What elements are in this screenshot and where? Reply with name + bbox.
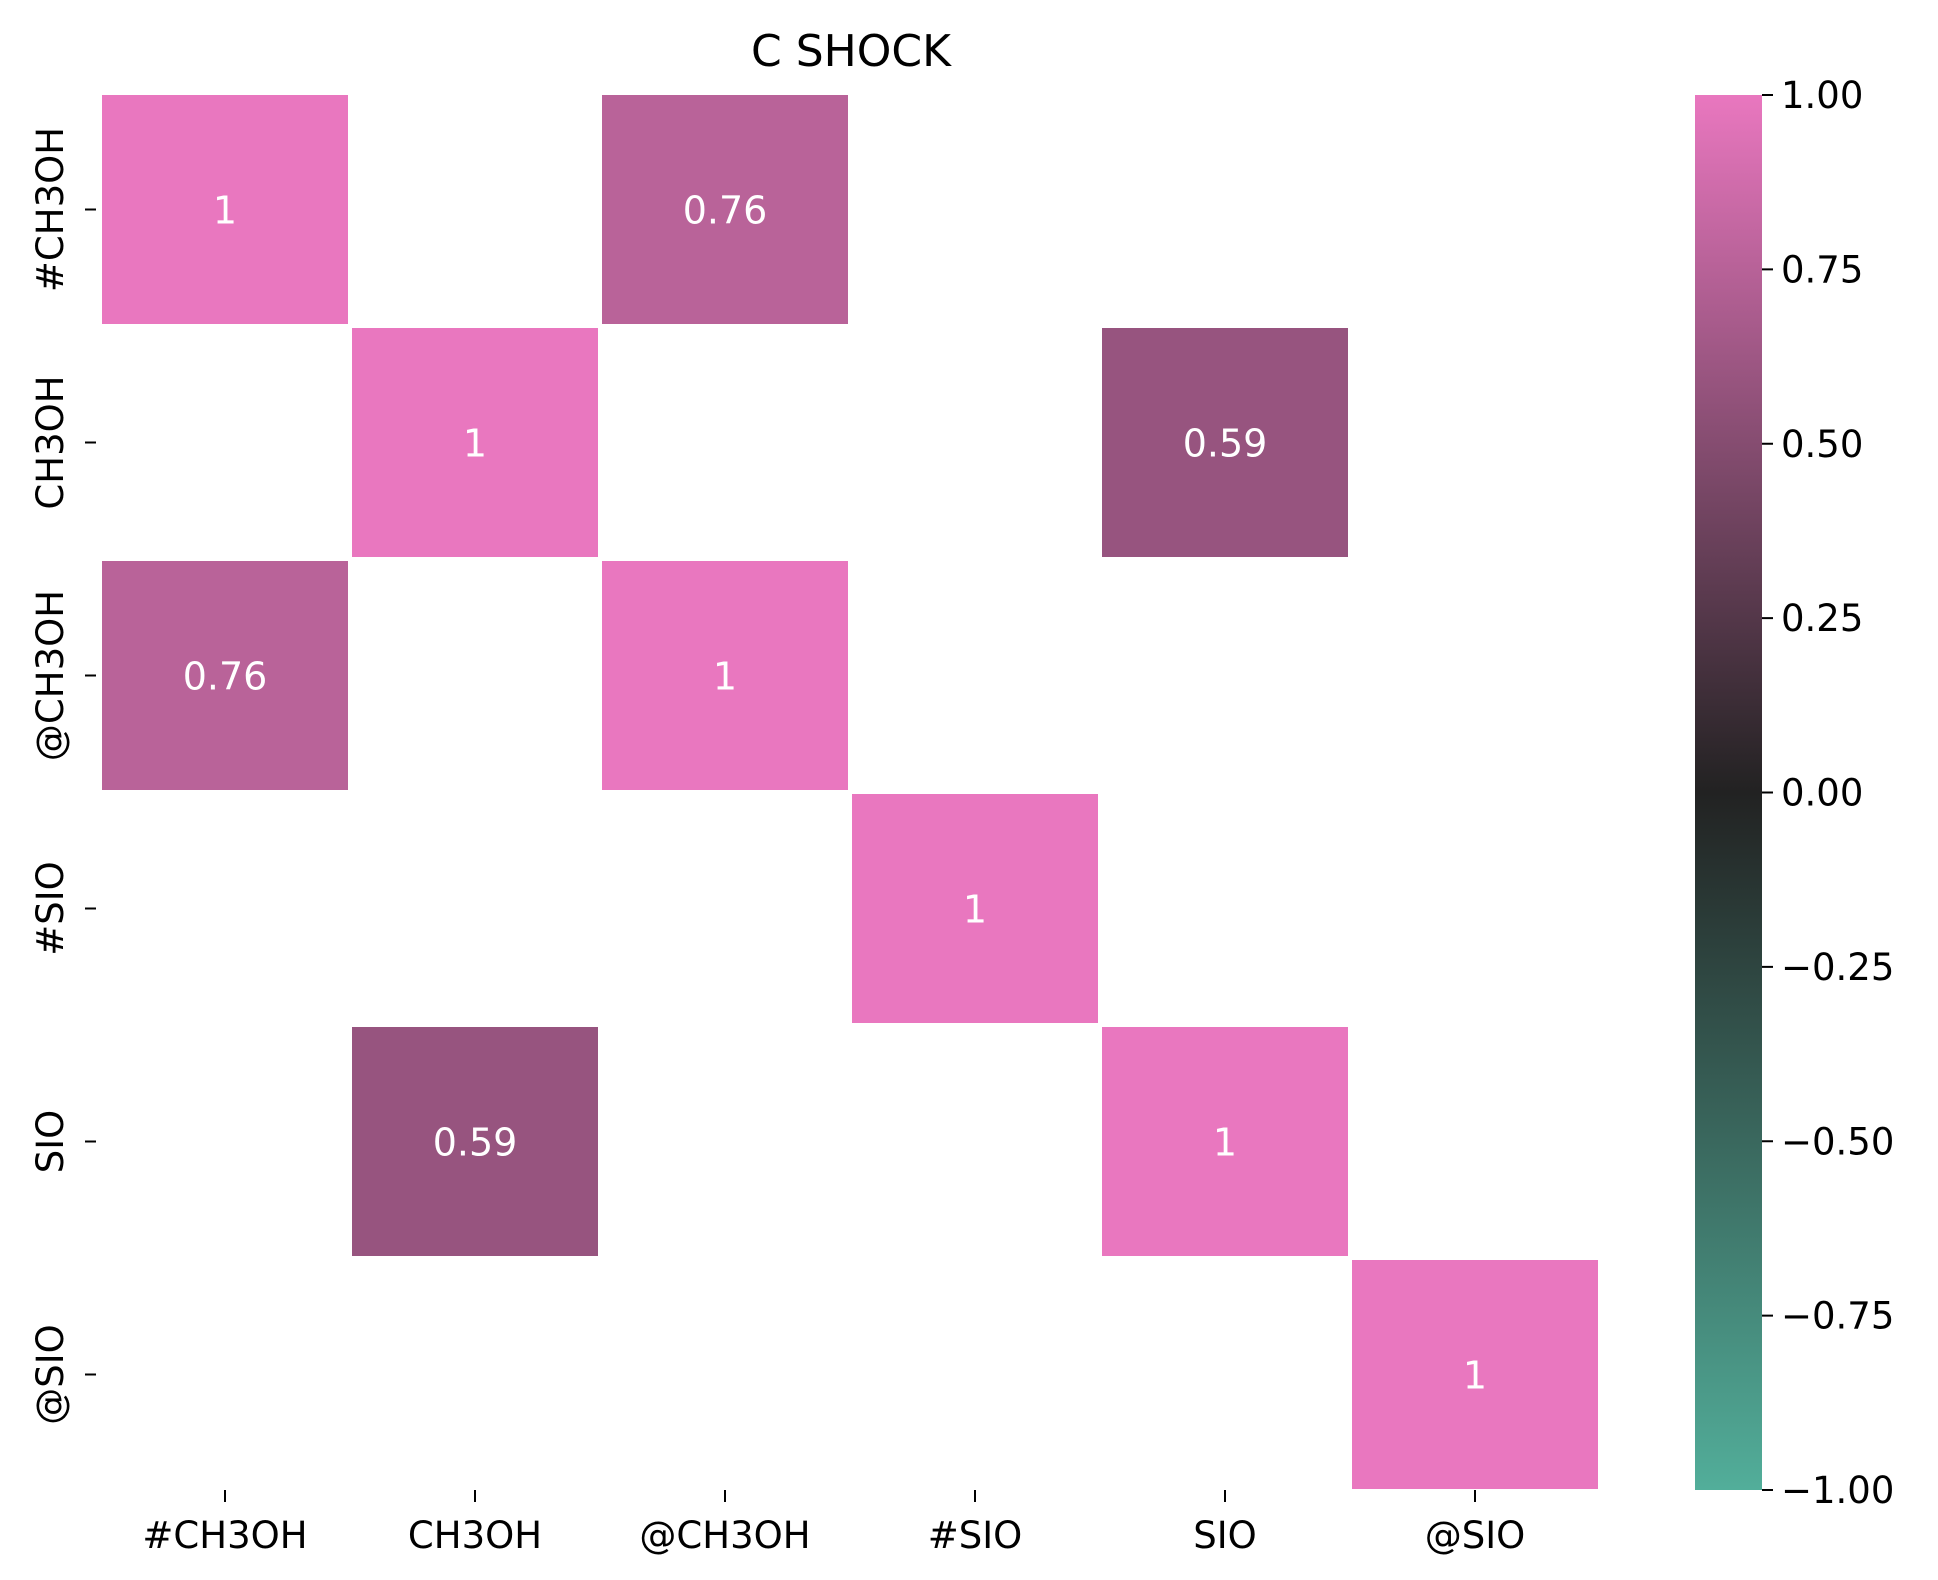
- heatmap-cell: [602, 561, 848, 790]
- cell-annotation: 0.59: [433, 1121, 518, 1165]
- heatmap-cell: [1102, 1027, 1348, 1256]
- x-tick-label: SIO: [1193, 1514, 1257, 1557]
- x-tick-label: CH3OH: [408, 1514, 542, 1557]
- x-tick-label: @CH3OH: [639, 1514, 810, 1557]
- y-tick-label: #CH3OH: [29, 127, 72, 292]
- colorbar-tick-label: −1.00: [1781, 1469, 1894, 1512]
- colorbar-tick-label: 0.75: [1781, 248, 1863, 291]
- heatmap-cell: [1352, 1260, 1598, 1489]
- cell-annotation: 1: [213, 189, 237, 233]
- heatmap-cell: [852, 794, 1098, 1023]
- cell-annotation: 0.59: [1183, 422, 1268, 466]
- cell-annotation: 0.76: [183, 655, 268, 699]
- y-tick-label: #SIO: [29, 861, 72, 956]
- cell-annotation: 1: [713, 655, 737, 699]
- x-tick-label: @SIO: [1425, 1514, 1526, 1557]
- cell-annotation: 1: [463, 422, 487, 466]
- cell-annotation: 1: [1213, 1121, 1237, 1165]
- heatmap-cell: [352, 1027, 598, 1256]
- heatmap-cells: [102, 95, 1598, 1489]
- y-tick-label: SIO: [29, 1110, 72, 1174]
- x-axis: #CH3OH CH3OH @CH3OH #SIO SIO @SIO: [142, 1490, 1525, 1557]
- colorbar-tick-label: −0.25: [1781, 946, 1894, 989]
- colorbar-gradient: [1695, 95, 1762, 1490]
- y-tick-label: @CH3OH: [29, 590, 72, 761]
- heatmap-cell: [102, 561, 348, 790]
- colorbar-tick-label: 0.00: [1781, 772, 1863, 815]
- heatmap-cell: [602, 95, 848, 324]
- chart-title: C SHOCK: [751, 26, 952, 77]
- colorbar: 1.00 0.75 0.50 0.25 0.00 −0.25 −0.50 −0.75 −1.00: [1695, 74, 1894, 1512]
- x-tick-label: #SIO: [928, 1514, 1023, 1557]
- heatmap-cell: [102, 95, 348, 324]
- colorbar-tick-label: −0.50: [1781, 1120, 1894, 1163]
- colorbar-ticks: 1.00 0.75 0.50 0.25 0.00 −0.25 −0.50 −0.75 −1.00: [1762, 74, 1894, 1512]
- y-tick-label: CH3OH: [29, 375, 72, 509]
- cell-annotation: 0.76: [683, 189, 768, 233]
- cell-annotation: 1: [963, 888, 987, 932]
- colorbar-tick-label: 1.00: [1781, 74, 1863, 117]
- heatmap-cell: [352, 328, 598, 557]
- y-tick-label: @SIO: [29, 1324, 72, 1425]
- cell-annotations: 1 0.76 1 0.59 0.76 1 1 0.59 1 1: [183, 189, 1487, 1398]
- y-axis: #CH3OH CH3OH @CH3OH #SIO SIO @SIO: [29, 127, 96, 1425]
- x-tick-label: #CH3OH: [142, 1514, 307, 1557]
- cell-annotation: 1: [1463, 1354, 1487, 1398]
- colorbar-tick-label: 0.50: [1781, 423, 1863, 466]
- heatmap-cell: [1102, 328, 1348, 557]
- colorbar-tick-label: −0.75: [1781, 1295, 1894, 1338]
- colorbar-tick-label: 0.25: [1781, 597, 1863, 640]
